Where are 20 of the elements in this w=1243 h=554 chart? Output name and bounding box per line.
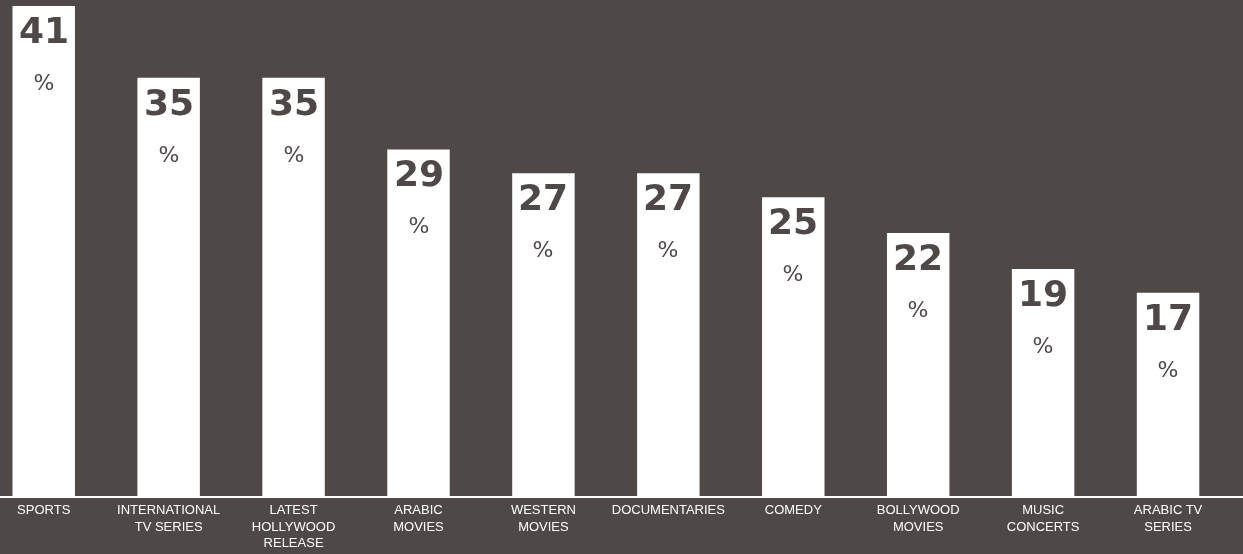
x-tick-label: INTERNATIONAL TV SERIES: [117, 501, 221, 534]
x-tick-label: MUSIC CONCERTS: [1006, 501, 1080, 534]
x-tick-label: COMEDY: [764, 501, 823, 517]
x-tick-label: ARABIC TV SERIES: [1133, 501, 1203, 534]
data-label: 35%: [144, 82, 195, 167]
data-label: 29%: [394, 153, 445, 238]
data-label: 35%: [269, 82, 320, 167]
data-label: 19%: [1018, 273, 1069, 358]
data-label: 41%: [19, 10, 70, 95]
x-tick-label: BOLLYWOOD MOVIES: [876, 501, 960, 534]
x-tick-label: LATEST HOLLYWOOD RELEASE: [251, 501, 336, 551]
data-label: 27%: [643, 177, 694, 262]
data-label: 25%: [768, 201, 819, 286]
data-label: 17%: [1143, 297, 1194, 382]
x-tick-label: SPORTS: [17, 501, 71, 517]
data-label: 22%: [893, 237, 944, 322]
x-tick-label: DOCUMENTARIES: [611, 501, 726, 517]
data-label: 27%: [518, 177, 569, 262]
x-tick-label: WESTERN MOVIES: [510, 501, 576, 534]
x-tick-label: ARABIC MOVIES: [393, 501, 445, 534]
